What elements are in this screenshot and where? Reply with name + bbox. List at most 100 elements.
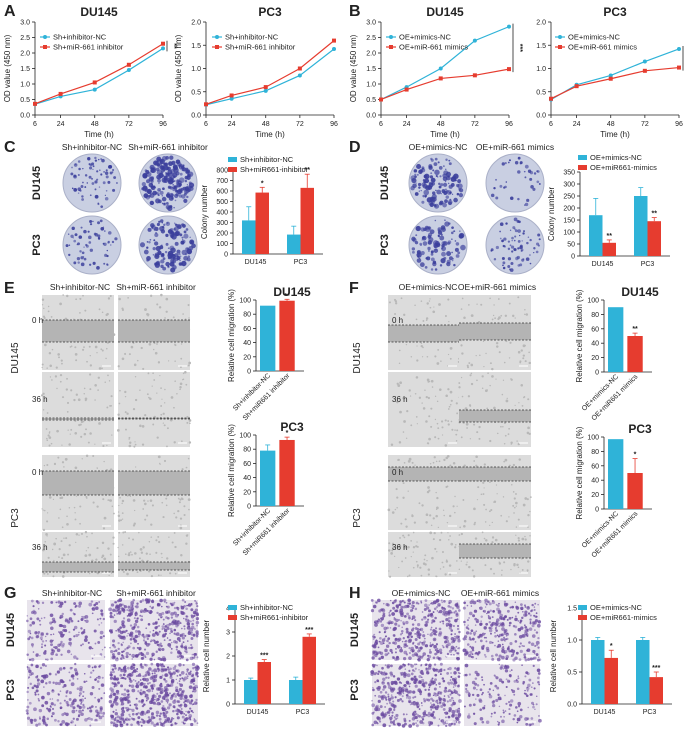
colony: [170, 267, 176, 273]
migrated-cell: [114, 609, 118, 613]
migrated-cell: [146, 670, 150, 674]
y-tick-label: 2.0: [536, 20, 546, 27]
migrated-cell: [168, 703, 172, 707]
migrated-cell: [124, 669, 127, 672]
migrated-cell: [498, 721, 501, 724]
colony: [105, 189, 108, 192]
colony: [451, 226, 454, 230]
migrated-cell: [385, 644, 390, 648]
migrated-cell: [531, 621, 536, 625]
y-tick-label: 1.5: [20, 66, 30, 73]
data-point: [263, 88, 268, 93]
migrated-cell: [142, 690, 145, 694]
migrated-cell: [180, 655, 184, 659]
cell-speck: [59, 496, 62, 500]
migrated-cell: [438, 609, 443, 614]
migrated-cell: [177, 613, 180, 616]
cell-speck: [54, 375, 58, 378]
migrated-cell: [131, 604, 134, 608]
cell-speck: [83, 432, 87, 436]
colony: [176, 249, 181, 254]
migrated-cell: [497, 723, 500, 726]
migrated-cell: [471, 655, 475, 659]
cell-speck: [427, 568, 431, 571]
migrated-cell: [534, 619, 539, 623]
migrated-cell: [192, 619, 195, 622]
cell-speck: [79, 505, 82, 508]
migrated-cell: [64, 619, 68, 623]
cell-speck: [65, 388, 69, 391]
migrated-cell: [439, 685, 441, 688]
cell-speck: [432, 461, 435, 464]
colony: [89, 263, 92, 266]
colony: [166, 221, 169, 224]
cell-speck: [92, 501, 95, 504]
cell-speck: [443, 514, 446, 517]
migrated-cell: [506, 618, 509, 621]
migrated-cell: [190, 608, 194, 612]
cell-speck: [164, 402, 166, 404]
migrated-cell: [139, 673, 141, 675]
legend-swatch: [228, 157, 237, 162]
data-point: [472, 73, 477, 78]
migrated-cell: [377, 598, 381, 603]
migrated-cell: [401, 724, 406, 728]
migrated-cell: [397, 722, 401, 727]
colony: [82, 167, 84, 170]
time-label-0h: 0 h: [392, 316, 403, 325]
migrated-cell: [146, 720, 150, 724]
migrated-cell: [91, 612, 94, 615]
colony: [445, 158, 448, 161]
migrated-cell: [27, 637, 31, 641]
migrated-cell: [453, 678, 457, 683]
migrated-cell: [430, 626, 433, 629]
migrated-cell: [485, 603, 488, 606]
migrated-cell: [136, 670, 138, 673]
migrated-cell: [433, 716, 436, 720]
cell-speck: [434, 355, 437, 358]
cell-speck: [161, 398, 163, 400]
migrated-cell: [186, 675, 189, 678]
migrated-cell: [182, 663, 185, 667]
migrated-cell: [457, 720, 461, 724]
cell-speck: [399, 410, 402, 414]
migrated-cell: [156, 697, 160, 702]
cell-speck: [502, 425, 504, 428]
migrated-cell: [480, 676, 484, 679]
migrated-cell: [164, 709, 166, 712]
migrated-cell: [498, 602, 500, 605]
colony: [493, 186, 496, 190]
colony: [89, 220, 93, 224]
migrated-cell: [120, 657, 123, 660]
migrated-cell: [177, 651, 181, 655]
migrated-cell: [414, 695, 417, 698]
cell-speck: [405, 525, 408, 528]
cell-speck: [518, 458, 521, 461]
migrated-cell: [79, 692, 82, 695]
colony: [422, 241, 428, 246]
wound-gap: [42, 562, 114, 572]
migrated-cell: [452, 701, 456, 706]
migrated-cell: [427, 688, 431, 691]
migrated-cell: [169, 632, 171, 635]
migrated-cell: [160, 722, 164, 727]
legend-label: OE+miR-661 mimics: [399, 43, 468, 52]
migrated-cell: [488, 688, 491, 691]
migrated-cell: [497, 643, 502, 648]
cell-speck: [412, 551, 414, 553]
colony: [438, 166, 443, 170]
cell-speck: [420, 344, 423, 348]
cell-speck: [529, 496, 532, 499]
migrated-cell: [472, 631, 477, 635]
cell-speck: [449, 535, 452, 537]
migrated-cell: [458, 699, 462, 703]
colony: [414, 173, 417, 176]
colony: [150, 176, 155, 181]
migrated-cell: [115, 629, 118, 632]
migrated-cell: [516, 687, 520, 691]
migrated-cell: [447, 611, 451, 614]
migrated-cell: [188, 646, 191, 650]
migrated-cell: [134, 619, 139, 624]
migrated-cell: [113, 675, 117, 678]
colony: [152, 167, 154, 169]
